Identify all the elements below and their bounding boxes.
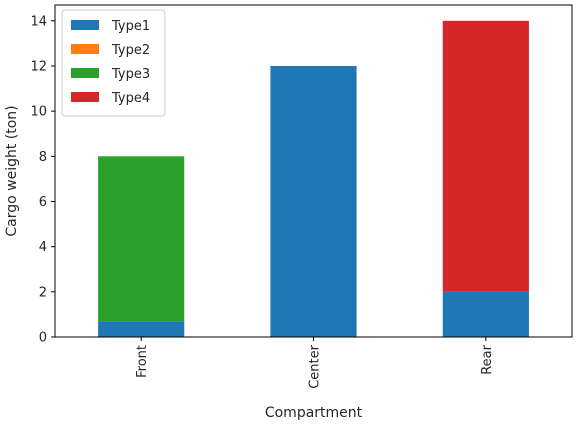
x-axis-label: Compartment <box>265 405 363 421</box>
bars-layer <box>98 20 529 338</box>
y-tick-label: 10 <box>30 105 47 120</box>
x-tick-label-front: Front <box>135 345 150 378</box>
y-tick-label: 8 <box>39 150 47 165</box>
x-tick-label-rear: Rear <box>480 344 495 374</box>
legend-swatch-type1 <box>71 20 99 30</box>
legend: Type1 Type2 Type3 Type4 <box>61 9 166 117</box>
legend-swatch-type4 <box>71 92 99 102</box>
y-tick-label: 12 <box>30 59 47 74</box>
bar-type4-rear <box>442 20 529 292</box>
bar-type3-front <box>98 156 185 322</box>
y-tick-label: 4 <box>39 240 47 255</box>
y-tick-label: 14 <box>30 14 47 29</box>
legend-box <box>61 9 166 117</box>
x-axis-ticks: Front Center Rear <box>135 337 495 389</box>
x-tick-label-center: Center <box>308 344 323 388</box>
y-tick-label: 2 <box>39 285 47 300</box>
bar-type1-center <box>270 65 357 338</box>
legend-label-type3: Type3 <box>111 67 150 82</box>
bar-type1-front <box>98 321 185 337</box>
legend-swatch-type2 <box>71 44 99 54</box>
y-tick-label: 6 <box>39 195 47 210</box>
legend-label-type1: Type1 <box>111 19 150 34</box>
legend-label-type2: Type2 <box>111 43 150 58</box>
y-axis-label: Cargo weight (ton) <box>4 105 20 236</box>
legend-label-type4: Type4 <box>111 91 150 106</box>
y-tick-label: 0 <box>39 331 47 346</box>
legend-swatch-type3 <box>71 68 99 78</box>
y-axis-ticks: 0 2 4 6 8 10 12 14 <box>30 14 55 346</box>
bar-type1-rear <box>442 291 529 337</box>
